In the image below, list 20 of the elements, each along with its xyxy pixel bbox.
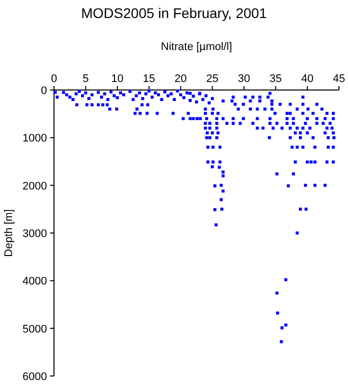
- y-tick-label: 2000: [22, 180, 47, 192]
- chart-title: MODS2005 in February, 2001: [81, 5, 268, 21]
- y-tick-label: 5000: [22, 323, 47, 336]
- y-tick-label: 0: [40, 85, 47, 97]
- x-tick-label: 5: [82, 73, 89, 85]
- y-tick-label: 1000: [22, 132, 47, 145]
- x-axis-title: Nitrate [µmol/l]: [160, 41, 232, 53]
- x-tick-label: 45: [332, 73, 346, 85]
- x-tick-label: 35: [270, 73, 282, 85]
- x-tick-label: 10: [111, 73, 124, 85]
- x-tick-label: 15: [142, 73, 156, 85]
- y-tick-label: 4000: [22, 276, 47, 288]
- y-tick-label: 6000: [22, 371, 47, 383]
- x-tick-label: 0: [50, 73, 58, 85]
- x-tick-label: 25: [206, 73, 218, 85]
- x-tick-label: 40: [301, 73, 314, 85]
- x-tick-label: 20: [174, 73, 187, 85]
- x-tick-label: 30: [238, 73, 250, 85]
- y-tick-label: 3000: [22, 228, 47, 240]
- y-axis-title: Depth [m]: [3, 209, 15, 257]
